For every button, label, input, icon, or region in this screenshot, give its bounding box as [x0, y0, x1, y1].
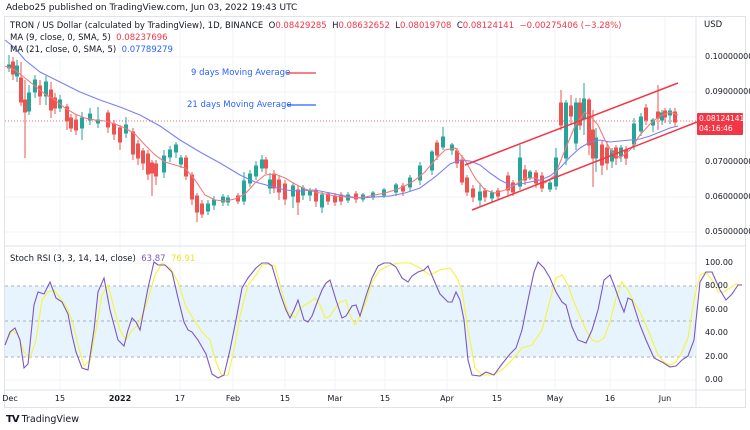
ma21-legend[interactable]: MA (21, close, 0, SMA, 5) 0.07789279 [10, 45, 173, 55]
stoch-rsi-levels [5, 285, 696, 358]
chart-frame[interactable] [4, 16, 746, 408]
ma9-legend[interactable]: MA (9, close, 0, SMA, 5) 0.08237696 [10, 33, 168, 43]
symbol-title: TRON / US Dollar (calculated by TradingV… [10, 21, 264, 31]
annotation-ma9: 9 days Moving Average [191, 68, 291, 78]
time-tick: Apr [440, 394, 454, 403]
close-label: C [456, 21, 463, 31]
change-value: −0.00275406 (−3.28%) [519, 21, 622, 31]
rsi-tick: 60.00 [705, 305, 728, 314]
rsi-tick: 40.00 [705, 328, 728, 337]
open-value: 0.08429285 [275, 21, 327, 31]
time-tick: 15 [491, 394, 503, 403]
rsi-tick: 80.00 [705, 281, 728, 290]
time-tick: 15 [379, 394, 391, 403]
high-value: 0.08632652 [338, 21, 390, 31]
stoch-k-line [4, 261, 742, 379]
time-tick: Feb [225, 394, 241, 403]
time-tick: Jun [658, 394, 672, 403]
price-tick: 0.06000000 [705, 192, 750, 201]
open-label: O [268, 21, 276, 31]
price-tick: 0.09000000 [705, 87, 750, 96]
low-value: 0.08019708 [400, 21, 452, 31]
ma9-line [4, 65, 679, 202]
ma21-line [4, 39, 679, 199]
brand-name: TradingView [21, 414, 79, 425]
ma21-value: 0.07789279 [121, 45, 173, 55]
last-price-tag: 0.08124141 04:16:46 [697, 113, 745, 135]
currency-label: USD [704, 20, 723, 30]
time-tick: 2022 [108, 394, 132, 403]
channel-upper-line[interactable] [464, 82, 679, 166]
published-info: Adebo25 published on TradingView.com, Ju… [6, 3, 298, 13]
stoch-d-value: 76.91 [170, 254, 196, 264]
stoch-rsi-label: Stoch RSI (3, 3, 14, 14, close) [10, 254, 136, 264]
ma21-label: MA (21, close, 0, SMA, 5) [10, 45, 117, 55]
tradingview-brand[interactable]: TV TradingView [6, 414, 79, 425]
rsi-tick: 20.00 [705, 352, 728, 361]
stoch-rsi-legend[interactable]: Stoch RSI (3, 3, 14, 14, close) 63.87 76… [10, 254, 195, 264]
tradingview-logo-icon: TV [6, 414, 20, 425]
low-label: L [395, 21, 401, 31]
stoch-d-line [4, 262, 743, 377]
symbol-legend[interactable]: TRON / US Dollar (calculated by TradingV… [10, 21, 622, 31]
price-tick: 0.05000000 [705, 227, 750, 236]
stoch-k-value: 63.87 [141, 254, 166, 264]
time-tick: 15 [279, 394, 291, 403]
last-price-value: 0.08124141 [699, 114, 745, 123]
price-tick: 0.07000000 [705, 157, 750, 166]
ma9-value: 0.08237696 [116, 33, 168, 43]
high-label: H [332, 21, 339, 31]
annotation-ma21: 21 days Moving Average [187, 100, 292, 110]
time-tick: Mar [327, 394, 343, 403]
rsi-tick: 100.00 [705, 258, 733, 267]
time-tick: May [546, 394, 564, 403]
time-tick: 17 [174, 394, 186, 403]
rsi-tick: 0.00 [705, 375, 723, 384]
channel-lower-line[interactable] [471, 121, 698, 211]
time-tick: 15 [54, 394, 66, 403]
ma9-label: MA (9, close, 0, SMA, 5) [10, 33, 111, 43]
bar-countdown: 04:16:46 [699, 124, 733, 133]
time-tick: Dec [2, 394, 18, 403]
stoch-rsi-band [5, 286, 696, 357]
time-tick: 16 [604, 394, 616, 403]
price-tick: 0.10000000 [705, 52, 750, 61]
close-value: 0.08124141 [462, 21, 515, 31]
